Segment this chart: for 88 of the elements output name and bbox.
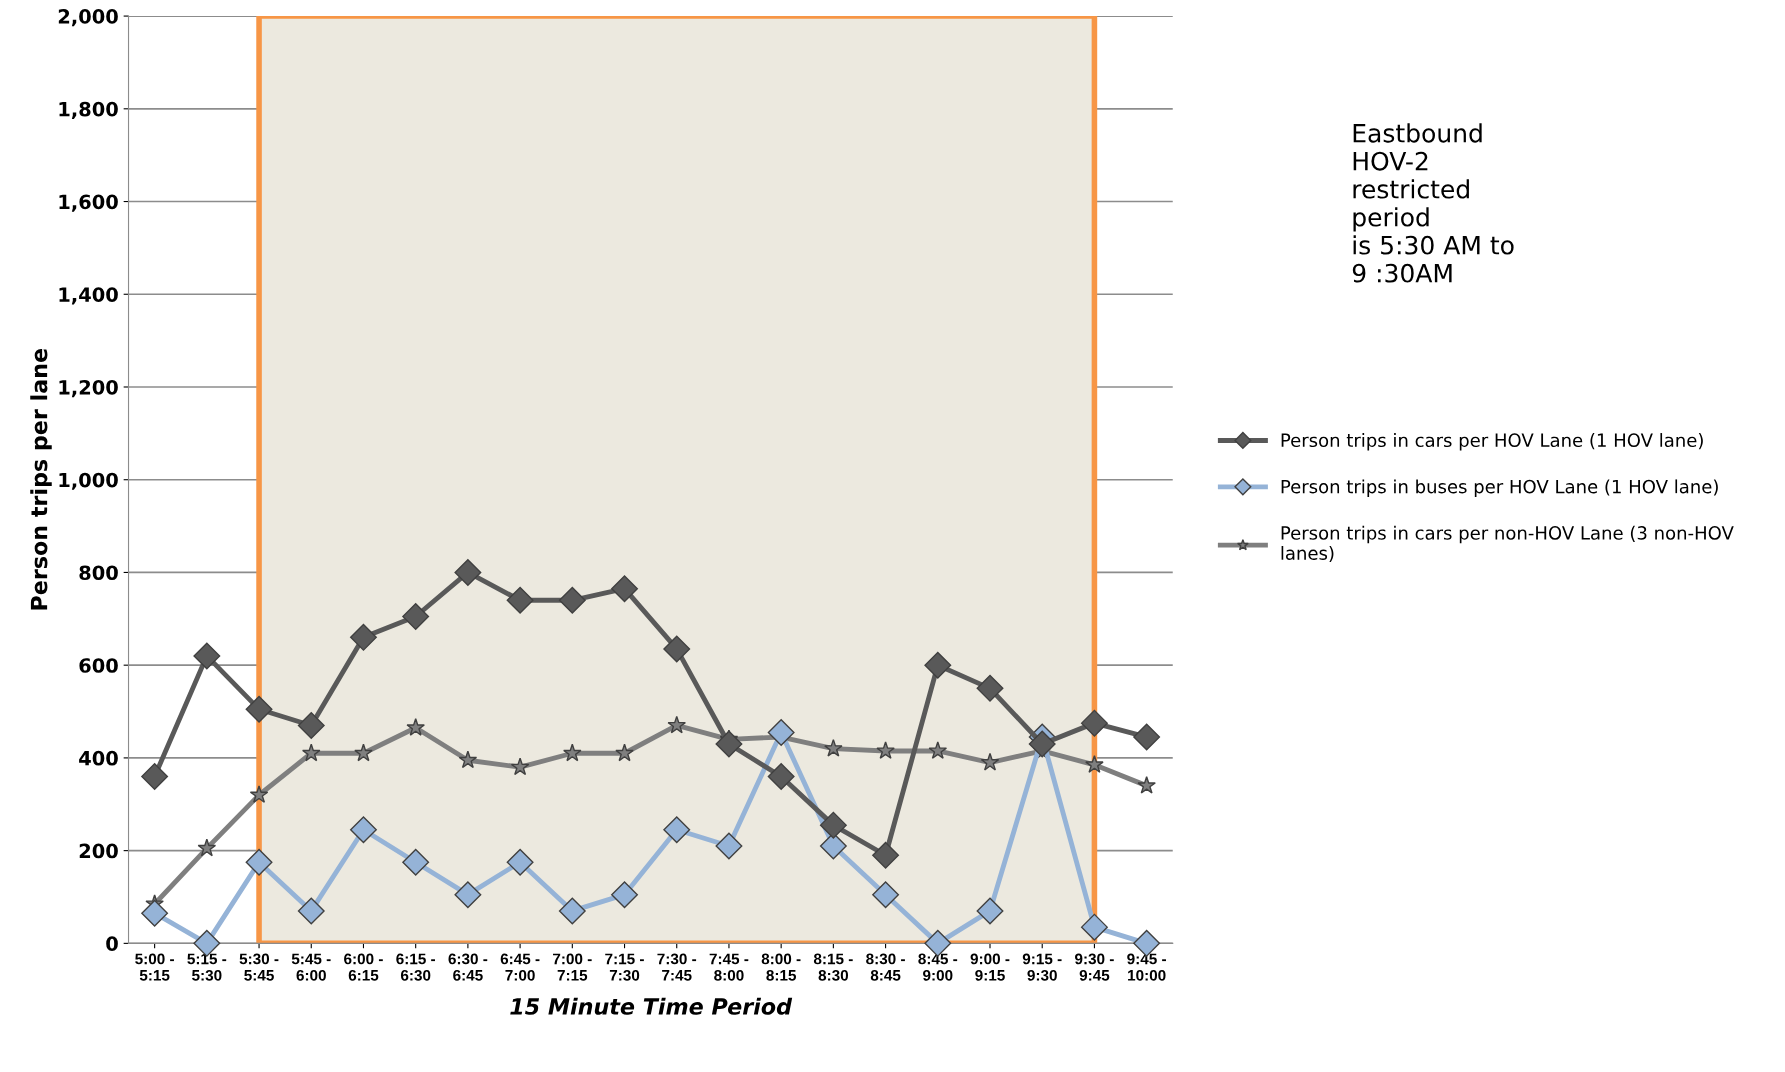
- point: [141, 762, 169, 790]
- point: [767, 718, 795, 746]
- x-axis-title: 15 Minute Time Period: [510, 997, 793, 1015]
- point: [506, 848, 534, 876]
- legend-label: Person trips in cars per HOV Lane (1 HOV lane): [1281, 433, 1703, 451]
- x-tick-label: 6:45 - 7:00: [500, 953, 540, 981]
- point: [924, 651, 952, 679]
- point: [824, 738, 843, 757]
- legend-label: Person trips in cars per non-HOV Lane (3 non-HOV lanes): [1281, 525, 1734, 563]
- y-tick-label: 400: [79, 750, 118, 766]
- y-tick-label: 0: [106, 936, 118, 952]
- x-tick-label: 5:45 - 6:00: [291, 953, 331, 981]
- point: [1080, 709, 1108, 737]
- y-tick-label: 2,000: [58, 9, 118, 27]
- point: [406, 718, 425, 736]
- point: [350, 816, 377, 844]
- y-tick-label: 1,600: [59, 194, 118, 212]
- x-tick-label: 7:45 - 8:00: [709, 953, 749, 981]
- point: [1028, 730, 1056, 758]
- point: [876, 741, 895, 759]
- y-tick-label: 1,200: [59, 379, 118, 398]
- y-tick-label: 1,400: [59, 287, 118, 305]
- point: [454, 558, 482, 586]
- point: [976, 897, 1004, 925]
- point: [928, 741, 948, 759]
- point: [558, 897, 586, 925]
- x-tick-label: 8:15 - 8:30: [813, 953, 853, 981]
- x-tick-label: 9:15 - 9:30: [1022, 953, 1062, 981]
- y-tick-label: 1,800: [59, 101, 118, 119]
- point: [197, 838, 217, 857]
- point: [193, 642, 221, 670]
- point: [611, 881, 638, 909]
- y-tick-label: 200: [79, 843, 118, 859]
- x-tick-label: 8:45 - 9:00: [918, 953, 958, 981]
- y-axis-title: Person trips per lane: [30, 348, 52, 610]
- point: [1080, 913, 1108, 941]
- x-tick-label: 5:00 - 5:15: [135, 953, 174, 981]
- point: [245, 695, 273, 723]
- legend-label: Person trips in buses per HOV Lane (1 HOV lane): [1281, 479, 1718, 497]
- point: [715, 730, 743, 758]
- point: [563, 743, 582, 762]
- point: [663, 816, 691, 844]
- point: [454, 881, 482, 909]
- point: [141, 899, 169, 927]
- point: [297, 711, 325, 739]
- point: [715, 832, 743, 860]
- point: [245, 848, 273, 876]
- point: [872, 841, 900, 869]
- x-tick-label: 6:30 - 6:45: [448, 953, 488, 981]
- point: [510, 757, 530, 776]
- x-tick-label: 6:00 - 6:15: [344, 953, 383, 981]
- point: [458, 750, 478, 769]
- point: [872, 881, 900, 909]
- point: [402, 848, 430, 876]
- x-tick-label: 7:15 - 7:30: [605, 953, 644, 981]
- point: [506, 586, 534, 614]
- point: [350, 623, 377, 651]
- y-tick-label: 1,000: [59, 472, 118, 490]
- x-tick-label: 7:00 - 7:15: [553, 953, 592, 981]
- x-tick-label: 9:45 - 10:00: [1127, 953, 1166, 981]
- point: [558, 586, 586, 614]
- point: [976, 674, 1004, 702]
- point: [1133, 723, 1161, 751]
- point: [402, 603, 430, 630]
- point: [615, 743, 634, 762]
- x-tick-label: 8:30 - 8:45: [866, 953, 905, 981]
- text: Eastbound HOV-2 restricted period is 5:30 AM to 9 :30AM: [1352, 123, 1514, 283]
- point: [663, 635, 691, 663]
- y-tick-label: 600: [79, 658, 118, 673]
- point: [667, 715, 687, 734]
- point: [301, 743, 321, 762]
- x-tick-label: 9:30 - 9:45: [1075, 953, 1114, 981]
- point: [354, 743, 373, 762]
- point: [297, 897, 325, 925]
- y-tick-label: 800: [79, 565, 118, 581]
- x-tick-label: 9:00 - 9:15: [970, 953, 1010, 981]
- point: [767, 762, 795, 790]
- point: [1085, 755, 1104, 773]
- point: [980, 752, 1000, 771]
- point: [249, 785, 269, 803]
- point: [819, 811, 847, 839]
- x-tick-label: 5:15 - 5:30: [187, 953, 227, 981]
- x-tick-label: 7:30 - 7:45: [657, 953, 697, 981]
- point: [611, 575, 638, 603]
- x-tick-label: 5:30 - 5:45: [239, 953, 279, 981]
- x-tick-label: 6:15 - 6:30: [396, 953, 436, 981]
- x-tick-label: 8:00 - 8:15: [761, 953, 801, 981]
- point: [1137, 775, 1156, 794]
